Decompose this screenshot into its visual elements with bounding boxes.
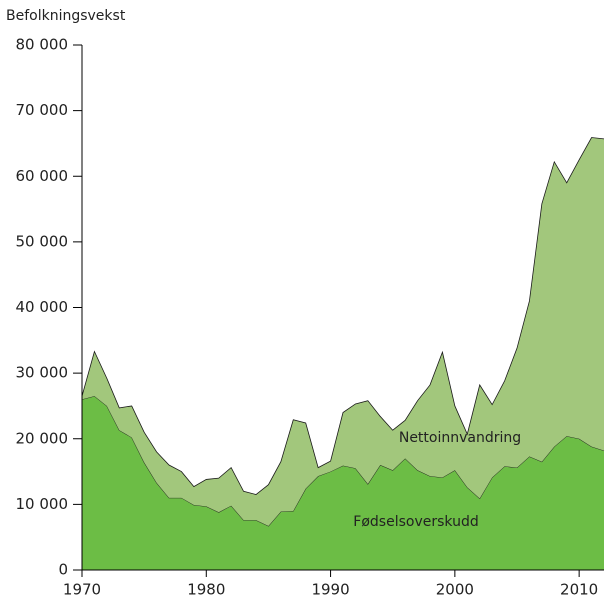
y-tick-label: 60 000: [16, 167, 69, 185]
y-tick-label: 20 000: [16, 429, 69, 447]
area: [82, 137, 604, 527]
area: [82, 396, 604, 570]
series-label: Fødselsoverskudd: [353, 514, 478, 530]
area-outline: [81, 137, 605, 495]
x-tick-label: 1970: [63, 581, 101, 599]
y-tick-label: 30 000: [16, 364, 69, 382]
series-label: Nettoinnvandring: [399, 430, 521, 446]
x-tick-label: 2010: [560, 581, 598, 599]
y-tick-label: 40 000: [16, 298, 69, 316]
x-tick-label: 1990: [311, 581, 349, 599]
y-tick-label: 10 000: [16, 495, 69, 513]
y-tick-label: 80 000: [16, 36, 69, 54]
x-tick-label: 2000: [436, 581, 474, 599]
y-axis-label: Befolkningsvekst: [6, 8, 126, 24]
x-tick-label: 1980: [187, 581, 225, 599]
y-tick-label: 50 000: [16, 232, 69, 250]
y-tick-label: 70 000: [16, 101, 69, 119]
y-tick-label: 0: [58, 561, 68, 579]
